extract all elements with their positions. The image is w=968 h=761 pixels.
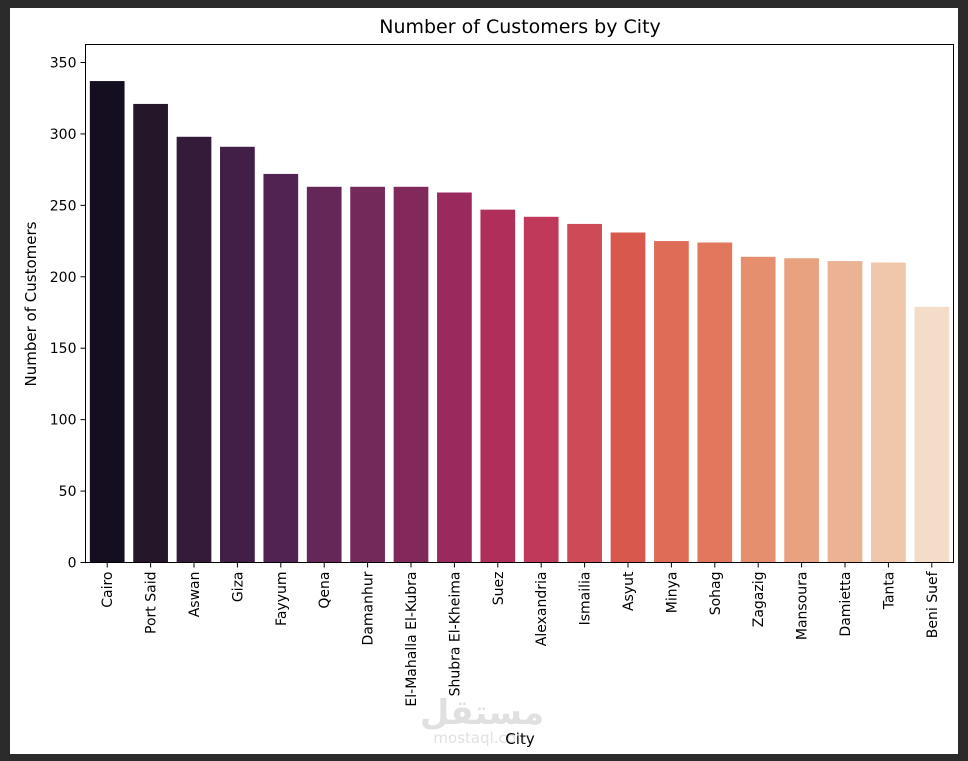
y-axis-label: Number of Customers [22,221,40,386]
bar-mansoura [784,258,819,563]
y-tick-label: 50 [59,484,77,500]
bar-damietta [827,261,863,563]
y-tick-label: 350 [50,56,77,72]
bar-asyut [610,232,646,563]
bar-giza [220,146,255,563]
x-tick-label: Zagazig [751,572,767,628]
x-tick-label: Alexandria [534,572,550,647]
x-tick-label: Beni Suef [925,570,941,638]
x-tick-label: Sohag [708,572,724,616]
x-tick-label: Damietta [838,572,854,637]
bar-el-mahalla-el-kubra [393,186,429,563]
x-tick-label: Ismailia [578,572,594,626]
x-tick-label: Aswan [187,572,203,618]
bar-zagazig [740,256,776,563]
watermark-arabic: مستقل [420,693,544,733]
x-tick-label: Shubra El-Kheima [447,572,463,697]
bar-cairo [89,81,125,563]
x-tick-label: Suez [491,572,507,606]
bar-aswan [176,136,212,563]
x-axis: Cairo Port Said Aswan Giza Fayyum Qena Damanhu… [100,562,941,707]
y-tick-label: 200 [50,270,77,286]
y-tick-label: 0 [68,556,77,572]
y-tick-label: 100 [50,413,77,429]
x-tick-label: Cairo [100,572,116,608]
bar-suez [480,209,516,563]
bar-port-said [133,103,168,563]
x-tick-label: Damanhur [361,571,377,645]
x-tick-label: Port Said [144,572,160,634]
x-tick-label: Minya [664,572,680,614]
bar-chart: Number of Customers by City Number of Cu… [22,16,954,748]
bar-qena [306,186,342,563]
x-tick-label: Qena [317,572,333,609]
bars-group [89,81,950,563]
bar-damanhur [350,186,385,563]
chart-title: Number of Customers by City [379,16,661,38]
bar-sohag [697,242,733,563]
y-axis: 0 50 100 150 200 250 300 350 [50,56,86,572]
bar-ismailia [567,223,602,563]
x-tick-label: Asyut [621,571,637,611]
x-tick-label: Tanta [881,572,897,611]
x-tick-label: Mansoura [795,572,811,641]
y-tick-label: 150 [50,341,77,357]
x-axis-label: City [505,730,535,748]
plot-frame [85,44,954,563]
bar-alexandria [523,216,559,563]
bar-beni-suef [914,306,950,563]
x-tick-label: Fayyum [274,572,290,626]
watermark-latin: mostaql.com [433,729,530,747]
y-tick-label: 250 [50,198,77,214]
x-tick-label: El-Mahalla El-Kubra [404,572,420,707]
bar-fayyum [263,173,299,563]
y-tick-label: 300 [50,127,77,143]
watermark-logo: مستقل mostaql.com [420,693,544,747]
bar-minya [654,241,689,563]
x-tick-label: Giza [230,572,246,603]
bar-shubra-el-kheima [437,192,472,563]
figure-canvas: Number of Customers by City Number of Cu… [10,8,958,754]
bar-tanta [871,262,906,563]
